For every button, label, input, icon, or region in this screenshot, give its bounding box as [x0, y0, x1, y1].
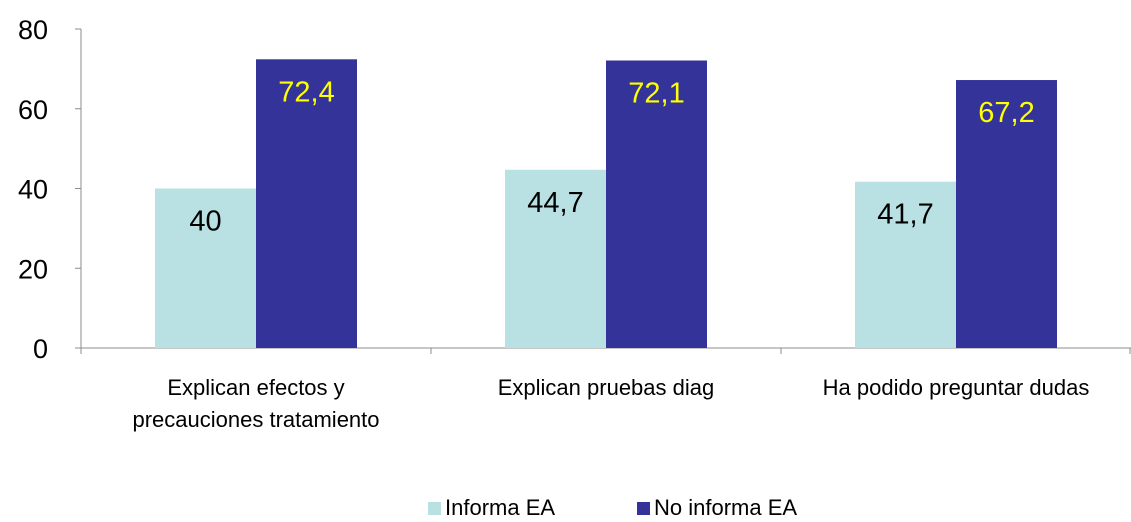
data-labels: 40 44,7 41,7 72,4 72,1 67,2	[189, 76, 1034, 237]
x-category-label: Explican pruebas diag	[498, 375, 714, 400]
x-category-label-line: precauciones tratamiento	[132, 407, 379, 432]
data-label: 67,2	[978, 97, 1034, 129]
data-label: 40	[189, 206, 221, 238]
bar-no-informa-ea	[256, 59, 357, 349]
data-label: 72,1	[628, 78, 684, 110]
data-label: 44,7	[527, 187, 583, 219]
y-tick-label: 80	[18, 15, 48, 45]
bars	[155, 59, 1057, 349]
x-category-label-line: Ha podido preguntar dudas	[823, 375, 1090, 400]
y-tick-label: 40	[18, 175, 48, 205]
legend-swatch	[637, 502, 650, 515]
bar-informa-ea	[505, 169, 606, 348]
x-category-label: Ha podido preguntar dudas	[823, 375, 1090, 400]
bar-no-informa-ea	[606, 60, 707, 348]
x-category-label-line: Explican efectos y	[167, 375, 344, 400]
legend-swatch	[428, 502, 441, 515]
data-label: 72,4	[278, 76, 334, 108]
data-label: 41,7	[877, 199, 933, 231]
y-tick-label: 0	[33, 334, 48, 364]
axes: 0 20 40 60 80 Explican efectos y precauciones …	[18, 15, 1131, 432]
legend: Informa EA No informa EA	[428, 495, 797, 520]
bar-informa-ea	[855, 181, 956, 348]
bar-no-informa-ea	[956, 80, 1057, 348]
y-tick-label: 60	[18, 95, 48, 125]
legend-label: Informa EA	[445, 495, 555, 520]
bar-informa-ea	[155, 188, 256, 348]
x-category-label: Explican efectos y precauciones tratamien…	[132, 375, 379, 432]
legend-label: No informa EA	[654, 495, 797, 520]
x-category-label-line: Explican pruebas diag	[498, 375, 714, 400]
y-tick-label: 20	[18, 254, 48, 284]
